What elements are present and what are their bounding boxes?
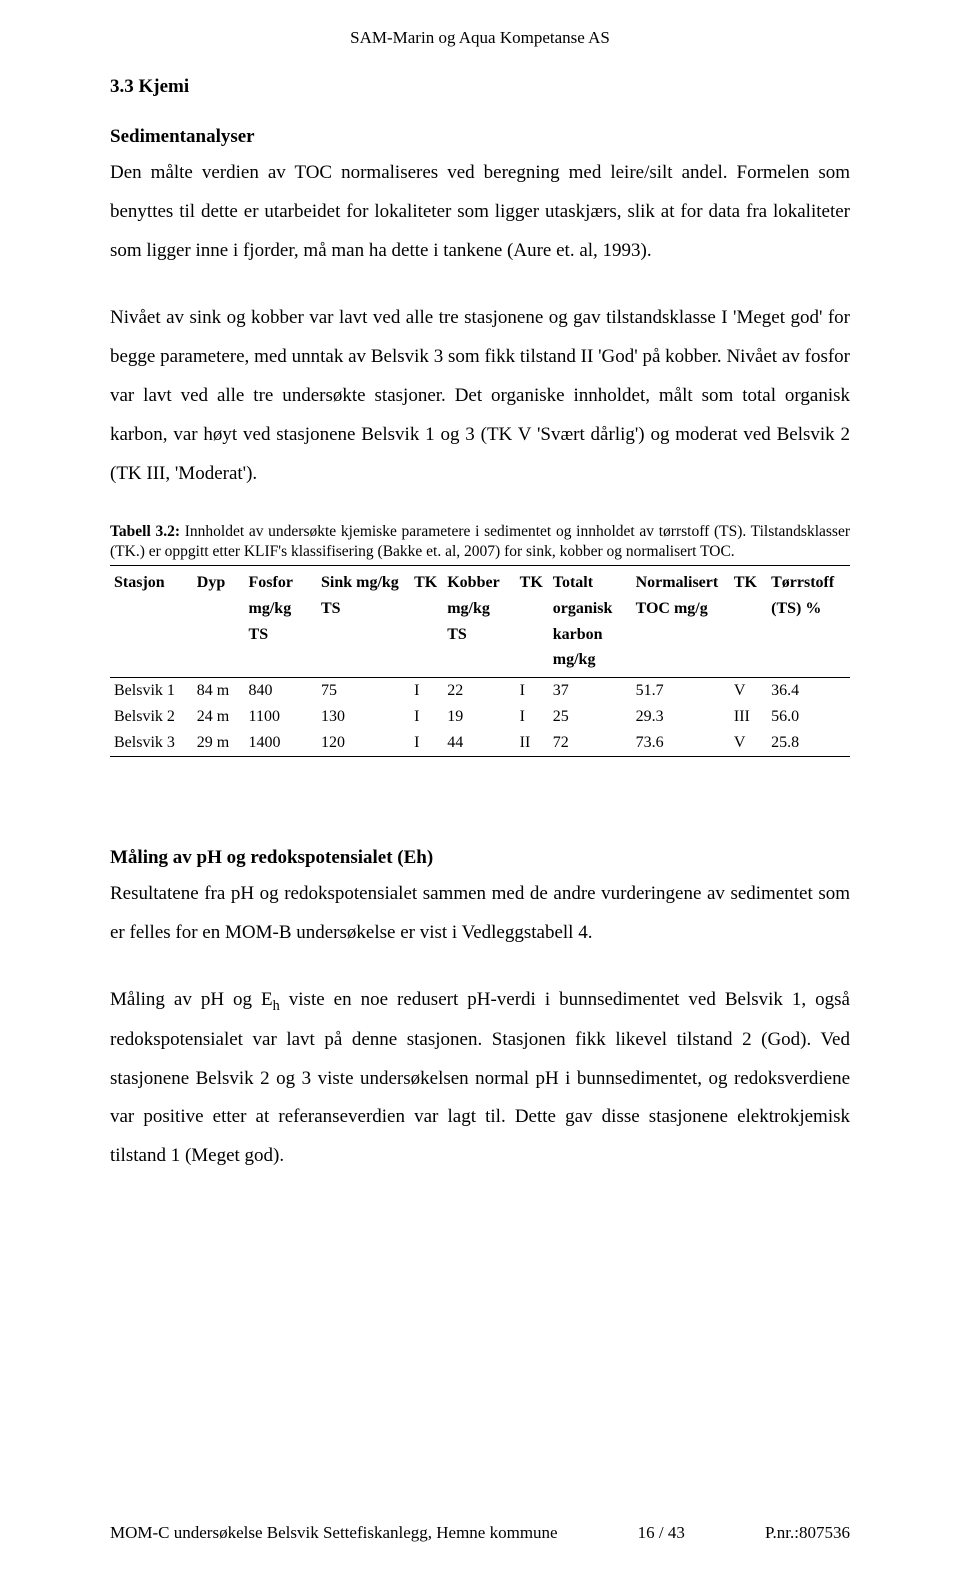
col-sink: Sink mg/kg TS bbox=[317, 566, 410, 677]
para4-b: viste en noe redusert pH-verdi i bunnsed… bbox=[110, 989, 850, 1167]
cell: 29.3 bbox=[632, 704, 730, 730]
cell: 840 bbox=[245, 677, 317, 704]
col-dyp: Dyp bbox=[193, 566, 245, 677]
cell: V bbox=[730, 730, 767, 757]
subheading-ph-eh: Måling av pH og redokspotensialet (Eh) bbox=[110, 847, 850, 869]
footer-left: MOM-C undersøkelse Belsvik Settefiskanle… bbox=[110, 1523, 558, 1543]
col-normalisert: Normalisert TOC mg/g bbox=[632, 566, 730, 677]
cell: 130 bbox=[317, 704, 410, 730]
cell: 75 bbox=[317, 677, 410, 704]
cell: I bbox=[410, 677, 443, 704]
footer-right: P.nr.:807536 bbox=[765, 1523, 850, 1543]
cell: 84 m bbox=[193, 677, 245, 704]
col-tk-2: TK bbox=[516, 566, 549, 677]
subheading-sedimentanalyser: Sedimentanalyser bbox=[110, 126, 850, 148]
cell: 72 bbox=[549, 730, 632, 757]
col-torrstoff: Tørrstoff (TS) % bbox=[767, 566, 850, 677]
table-row: Belsvik 3 29 m 1400 120 I 44 II 72 73.6 … bbox=[110, 730, 850, 757]
cell: I bbox=[516, 677, 549, 704]
cell: 29 m bbox=[193, 730, 245, 757]
footer-center: 16 / 43 bbox=[638, 1523, 685, 1543]
cell: 22 bbox=[443, 677, 515, 704]
table-caption-rest: Innholdet av undersøkte kjemiske paramet… bbox=[110, 523, 850, 561]
cell: I bbox=[410, 730, 443, 757]
col-stasjon: Stasjon bbox=[110, 566, 193, 677]
cell: Belsvik 2 bbox=[110, 704, 193, 730]
cell: I bbox=[410, 704, 443, 730]
paragraph-1: Den målte verdien av TOC normaliseres ve… bbox=[110, 154, 850, 271]
cell: 36.4 bbox=[767, 677, 850, 704]
cell: 37 bbox=[549, 677, 632, 704]
cell: 1100 bbox=[245, 704, 317, 730]
cell: 19 bbox=[443, 704, 515, 730]
table-row: Belsvik 1 84 m 840 75 I 22 I 37 51.7 V 3… bbox=[110, 677, 850, 704]
table-caption-lead: Tabell 3.2: bbox=[110, 523, 180, 540]
cell: 24 m bbox=[193, 704, 245, 730]
cell: 51.7 bbox=[632, 677, 730, 704]
cell: 56.0 bbox=[767, 704, 850, 730]
col-totalt: Totalt organisk karbon mg/kg bbox=[549, 566, 632, 677]
running-header: SAM-Marin og Aqua Kompetanse AS bbox=[110, 28, 850, 48]
cell: 1400 bbox=[245, 730, 317, 757]
cell: 25 bbox=[549, 704, 632, 730]
col-fosfor: Fosfor mg/kg TS bbox=[245, 566, 317, 677]
col-tk-3: TK bbox=[730, 566, 767, 677]
cell: II bbox=[516, 730, 549, 757]
page-footer: MOM-C undersøkelse Belsvik Settefiskanle… bbox=[110, 1523, 850, 1543]
paragraph-3: Resultatene fra pH og redokspotensialet … bbox=[110, 875, 850, 953]
cell: 73.6 bbox=[632, 730, 730, 757]
cell: 25.8 bbox=[767, 730, 850, 757]
paragraph-4: Måling av pH og Eh viste en noe redusert… bbox=[110, 981, 850, 1177]
chemistry-table: Stasjon Dyp Fosfor mg/kg TS Sink mg/kg T… bbox=[110, 565, 850, 756]
cell: V bbox=[730, 677, 767, 704]
cell: Belsvik 1 bbox=[110, 677, 193, 704]
para4-a: Måling av pH og E bbox=[110, 989, 273, 1010]
col-kobber: Kobber mg/kg TS bbox=[443, 566, 515, 677]
cell: 120 bbox=[317, 730, 410, 757]
para4-sub: h bbox=[273, 997, 280, 1013]
document-page: SAM-Marin og Aqua Kompetanse AS 3.3 Kjem… bbox=[0, 0, 960, 1575]
table-caption: Tabell 3.2: Innholdet av undersøkte kjem… bbox=[110, 522, 850, 564]
col-tk-1: TK bbox=[410, 566, 443, 677]
table-header-row: Stasjon Dyp Fosfor mg/kg TS Sink mg/kg T… bbox=[110, 566, 850, 677]
section-heading: 3.3 Kjemi bbox=[110, 76, 850, 98]
paragraph-2: Nivået av sink og kobber var lavt ved al… bbox=[110, 299, 850, 494]
cell: III bbox=[730, 704, 767, 730]
table-row: Belsvik 2 24 m 1100 130 I 19 I 25 29.3 I… bbox=[110, 704, 850, 730]
cell: Belsvik 3 bbox=[110, 730, 193, 757]
cell: 44 bbox=[443, 730, 515, 757]
cell: I bbox=[516, 704, 549, 730]
